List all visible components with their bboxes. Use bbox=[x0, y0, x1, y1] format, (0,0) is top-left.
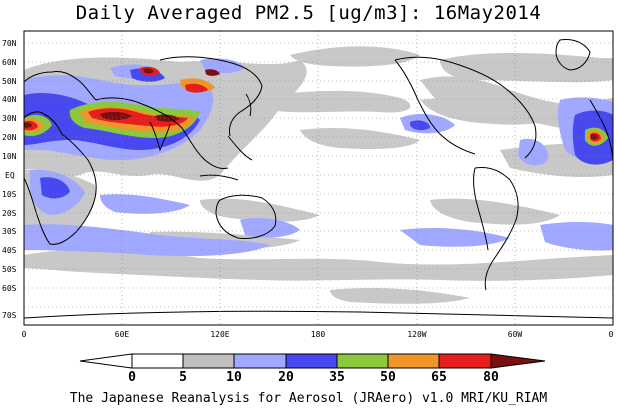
lat-label: 60S bbox=[2, 284, 17, 293]
colorbar-bin bbox=[387, 353, 440, 369]
map-frame bbox=[23, 30, 614, 326]
lat-label: 40S bbox=[2, 246, 17, 255]
lat-label: 30S bbox=[2, 227, 17, 236]
lon-label: 0 bbox=[609, 330, 614, 339]
colorbar-tick-label: 35 bbox=[329, 370, 345, 385]
colorbar-tick-label: 10 bbox=[226, 370, 242, 385]
lon-label: 180 bbox=[311, 330, 326, 339]
lat-label: 40N bbox=[2, 95, 17, 104]
colorbar-tick-label: 5 bbox=[179, 370, 187, 385]
lon-label: 120E bbox=[210, 330, 229, 339]
colorbar-tick-label: 20 bbox=[278, 370, 294, 385]
colorbar-high-arrow bbox=[490, 353, 546, 369]
lon-label: 60W bbox=[508, 330, 523, 339]
lat-label: 50S bbox=[2, 265, 17, 274]
lat-label: 70S bbox=[2, 311, 17, 320]
colorbar-tick-label: 50 bbox=[380, 370, 396, 385]
credit-line: The Japanese Reanalysis for Aerosol (JRA… bbox=[69, 391, 548, 406]
colorbar-bin bbox=[438, 353, 492, 369]
colorbar-bin bbox=[182, 353, 235, 369]
lat-label: 60N bbox=[2, 58, 17, 67]
lat-label: 10S bbox=[2, 190, 17, 199]
lat-label: 10N bbox=[2, 152, 17, 161]
colorbar-bin bbox=[131, 353, 184, 369]
graticule bbox=[24, 31, 613, 325]
colorbar-tick-label: 80 bbox=[483, 370, 499, 385]
lat-label: 20S bbox=[2, 209, 17, 218]
colorbar-bin bbox=[336, 353, 389, 369]
coastlines bbox=[24, 39, 613, 319]
colorbar: 0 5 10 20 35 50 65 80 bbox=[79, 353, 546, 385]
map-title: Daily Averaged PM2.5 [ug/m3]: 16May2014 bbox=[75, 2, 542, 24]
colorbar-low-arrow bbox=[79, 353, 133, 369]
lat-label: 50N bbox=[2, 77, 17, 86]
lat-label: 30N bbox=[2, 114, 17, 123]
colorbar-bin bbox=[233, 353, 287, 369]
colorbar-tick-label: 65 bbox=[431, 370, 447, 385]
pm25-field bbox=[24, 31, 613, 325]
lat-label: 70N bbox=[2, 39, 17, 48]
lon-label: 0 bbox=[22, 330, 27, 339]
lon-label: 60E bbox=[115, 330, 130, 339]
colorbar-bin bbox=[285, 353, 338, 369]
colorbar-tick-label: 0 bbox=[128, 370, 136, 385]
lon-label: 120W bbox=[407, 330, 426, 339]
lat-label: EQ bbox=[5, 171, 15, 180]
latitude-labels: 70N 60N 50N 40N 30N 20N 10N EQ 10S 20S 3… bbox=[2, 39, 17, 320]
longitude-labels: 0 60E 120E 180 120W 60W 0 bbox=[22, 330, 614, 339]
lat-label: 20N bbox=[2, 133, 17, 142]
